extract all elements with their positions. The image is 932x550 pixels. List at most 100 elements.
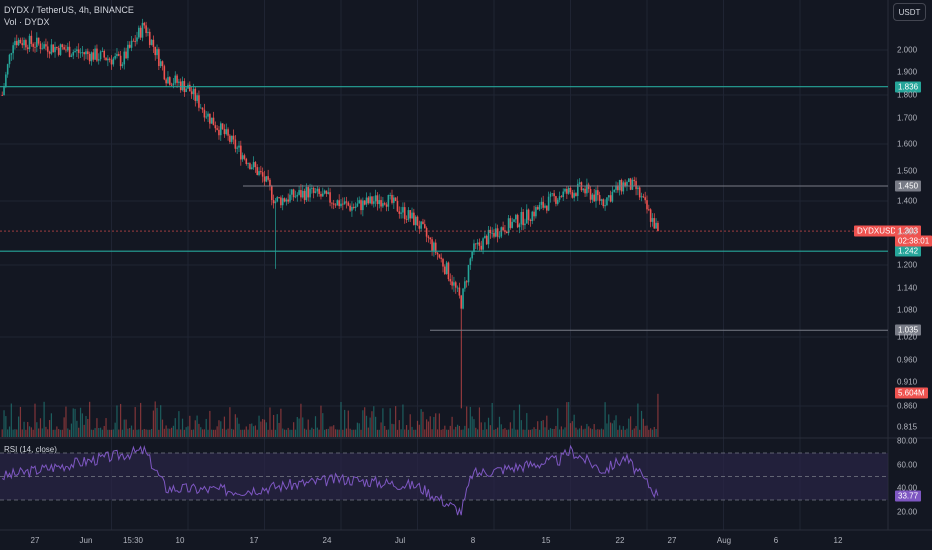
price-axis-tick: 2.000 — [897, 45, 918, 55]
candle — [527, 209, 530, 220]
candle — [103, 50, 106, 58]
volume-bar — [158, 429, 160, 437]
rsi-label[interactable]: RSI (14, close) — [4, 445, 57, 454]
volume-bar — [347, 410, 349, 437]
volume-bar — [32, 429, 34, 437]
volume-bar — [375, 416, 377, 437]
candle — [101, 50, 104, 52]
candle — [270, 186, 273, 201]
volume-bar — [165, 425, 167, 437]
volume-bar — [96, 418, 98, 437]
candle — [216, 128, 218, 130]
candle — [380, 200, 382, 207]
candle — [125, 51, 127, 59]
candle — [99, 51, 102, 60]
candle — [349, 205, 351, 211]
volume-bar — [648, 429, 650, 437]
candle — [199, 107, 202, 109]
volume-bar — [644, 425, 646, 437]
volume-bar — [624, 429, 626, 437]
candle — [14, 41, 16, 46]
volume-bar — [593, 424, 595, 437]
volume-bar — [497, 427, 499, 437]
volume-bar — [442, 429, 444, 437]
candle — [25, 40, 27, 48]
volume-bar — [446, 429, 448, 437]
volume-bar — [183, 429, 185, 437]
volume-bar — [240, 429, 242, 437]
candle — [287, 199, 289, 202]
volume-bar — [232, 429, 235, 437]
candle — [283, 198, 286, 202]
candle — [402, 207, 404, 213]
volume-bar — [48, 420, 51, 437]
volume-bar — [125, 419, 127, 437]
candle — [205, 116, 208, 118]
volume-bar — [103, 425, 105, 437]
volume-bar — [602, 429, 604, 437]
candle — [562, 191, 565, 198]
volume-bar — [72, 408, 74, 437]
candle — [234, 139, 237, 149]
candle — [305, 187, 308, 201]
current-price-tag: 1.303 — [895, 225, 922, 237]
price-axis-tick: 1.600 — [897, 139, 918, 149]
candle — [150, 39, 153, 45]
candle — [495, 228, 497, 237]
level-price-tag[interactable]: 1.450 — [895, 180, 922, 192]
volume-bar — [407, 429, 409, 437]
symbol-title[interactable]: DYDX / TetherUS, 4h, BINANCE — [4, 5, 134, 15]
candle — [303, 190, 306, 201]
candle — [168, 77, 171, 85]
volume-bar — [242, 429, 244, 437]
candle — [575, 193, 577, 196]
candle — [26, 47, 29, 50]
volume-bar — [411, 426, 413, 437]
candle — [289, 194, 291, 202]
volume-bar — [422, 411, 424, 437]
volume-bar — [110, 429, 113, 437]
candle — [416, 216, 419, 226]
volume-bar — [413, 429, 415, 437]
candle — [145, 25, 147, 33]
volume-bar — [557, 408, 559, 437]
candle — [351, 206, 353, 211]
candle — [243, 155, 246, 159]
level-price-tag[interactable]: 1.242 — [895, 245, 922, 257]
candle — [163, 66, 166, 80]
level-price-tag[interactable]: 1.035 — [895, 324, 922, 336]
candle — [57, 47, 60, 55]
level-price-tag[interactable]: 1.836 — [895, 81, 922, 93]
candle — [43, 44, 45, 49]
time-axis-tick: 12 — [833, 536, 843, 545]
candle — [445, 262, 448, 274]
volume-bar — [92, 429, 94, 437]
candle — [21, 43, 24, 46]
candle — [551, 193, 554, 195]
volume-bar — [211, 429, 213, 437]
volume-bar — [116, 405, 118, 437]
candle — [154, 46, 157, 56]
candle — [451, 281, 453, 286]
volume-bar — [391, 423, 393, 437]
volume-bar — [273, 414, 275, 437]
volume-bar — [316, 427, 318, 437]
currency-button[interactable]: USDT — [893, 3, 926, 21]
volume-bar — [360, 429, 362, 437]
volume-bar — [502, 429, 504, 437]
volume-bar — [105, 418, 107, 437]
volume-bar — [8, 426, 11, 437]
volume-bar — [651, 429, 654, 437]
candle — [34, 46, 36, 48]
candle — [170, 84, 173, 86]
time-axis-tick: 22 — [615, 536, 625, 545]
candle — [45, 44, 47, 47]
candle — [549, 193, 552, 197]
volume-bar — [47, 429, 49, 437]
candle — [267, 176, 269, 180]
candle — [105, 57, 107, 61]
candle — [247, 163, 249, 165]
candle — [309, 188, 311, 198]
volume-bar — [19, 406, 22, 437]
